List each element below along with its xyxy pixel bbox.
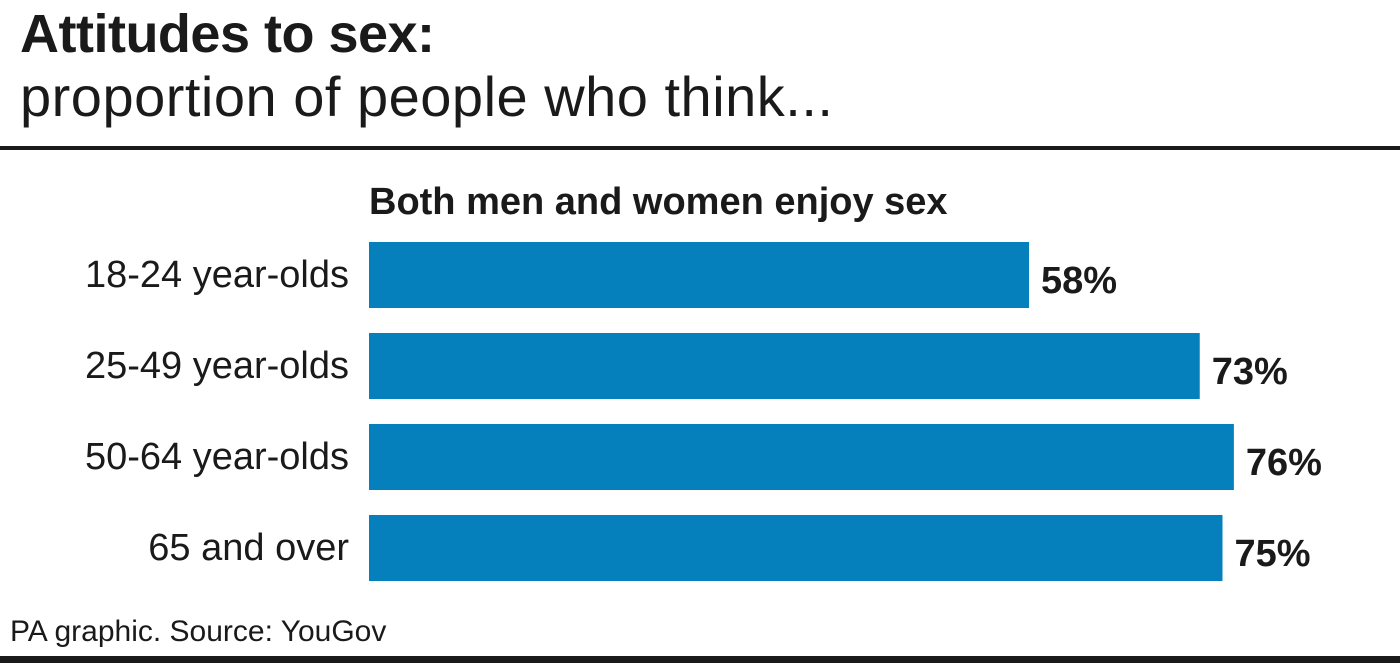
bars-layer: 18-24 year-olds 58% 25-49 year-olds 73% 50-6… xyxy=(85,242,1322,581)
bar xyxy=(369,242,1030,308)
page-subtitle: proportion of people who think... xyxy=(20,65,834,128)
bar xyxy=(369,515,1223,581)
bar xyxy=(369,424,1234,490)
value-label: 58% xyxy=(1041,260,1117,302)
category-label: 50-64 year-olds xyxy=(85,436,349,478)
source-credit: PA graphic. Source: YouGov xyxy=(10,615,387,648)
bottom-divider xyxy=(0,656,1400,663)
value-label: 73% xyxy=(1212,351,1288,393)
value-label: 76% xyxy=(1246,442,1322,484)
category-label: 18-24 year-olds xyxy=(85,254,349,296)
category-label: 25-49 year-olds xyxy=(85,345,349,387)
value-label: 75% xyxy=(1235,533,1311,575)
bar-chart: Both men and women enjoy sex 18-24 year-… xyxy=(85,181,1322,581)
category-label: 65 and over xyxy=(148,527,349,569)
page-title: Attitudes to sex: xyxy=(20,4,435,64)
bar xyxy=(369,333,1200,399)
chart-title: Both men and women enjoy sex xyxy=(369,181,948,223)
top-divider xyxy=(0,146,1400,150)
